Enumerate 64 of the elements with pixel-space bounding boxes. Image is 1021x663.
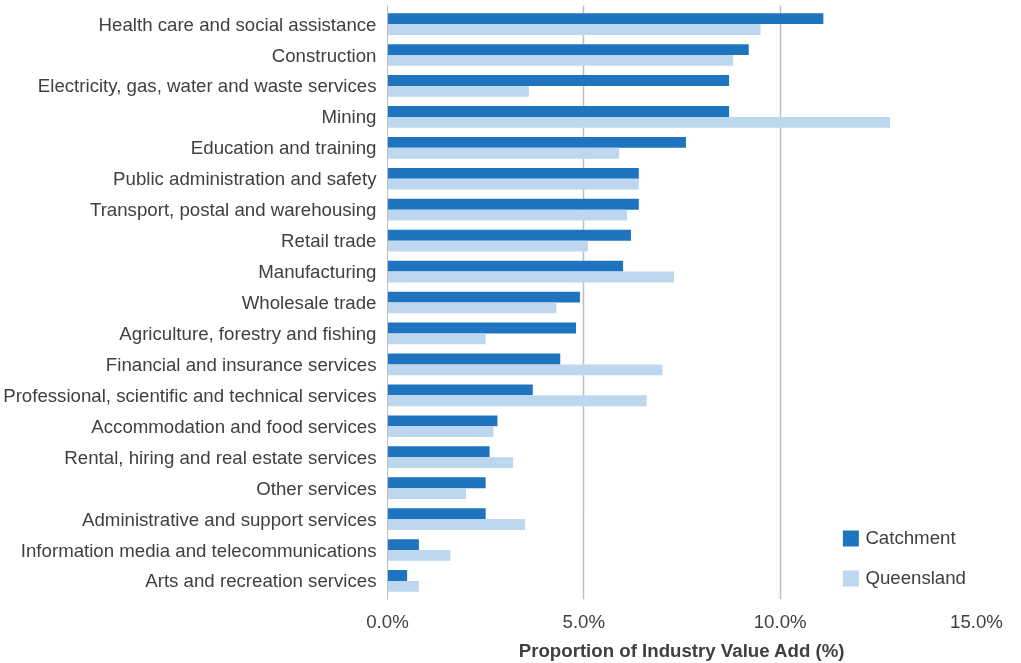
bar bbox=[387, 85, 529, 97]
bar bbox=[387, 24, 761, 35]
x-tick-label: 0.0% bbox=[366, 610, 409, 632]
y-tick-label: Manufacturing bbox=[258, 261, 377, 283]
y-tick-label: Financial and insurance services bbox=[105, 353, 377, 375]
y-tick-label: Public administration and safety bbox=[113, 168, 378, 190]
bar bbox=[387, 426, 494, 438]
bar bbox=[387, 384, 533, 396]
bar bbox=[387, 364, 663, 376]
y-tick-label: Agriculture, forestry and fishing bbox=[119, 322, 377, 344]
bar bbox=[387, 550, 451, 561]
bar bbox=[387, 209, 628, 221]
bar bbox=[387, 477, 486, 489]
bar bbox=[387, 488, 467, 499]
bar bbox=[387, 519, 525, 530]
y-tick-label: Accommodation and food services bbox=[91, 415, 377, 437]
x-tick-label: 5.0% bbox=[562, 610, 606, 632]
y-tick-label: Information media and telecommunications bbox=[20, 539, 377, 561]
bar bbox=[387, 136, 686, 148]
bar bbox=[387, 240, 588, 252]
y-tick-label: Retail trade bbox=[281, 230, 377, 252]
bar bbox=[387, 229, 631, 241]
bar bbox=[387, 106, 730, 117]
y-tick-label: Education and training bbox=[190, 137, 377, 159]
legend-label: Queensland bbox=[865, 567, 966, 589]
bar bbox=[387, 75, 730, 86]
bar bbox=[387, 55, 734, 66]
y-tick-label: Electricity, gas, water and waste services bbox=[37, 75, 377, 97]
bar bbox=[387, 457, 514, 469]
bar bbox=[387, 446, 490, 458]
x-tick-label: 10.0% bbox=[753, 610, 807, 632]
y-tick-label: Arts and recreation services bbox=[145, 570, 377, 592]
y-tick-label: Rental, hiring and real estate services bbox=[64, 446, 377, 468]
bar bbox=[387, 291, 580, 303]
bar bbox=[387, 147, 620, 159]
bar bbox=[387, 167, 639, 179]
bar bbox=[387, 322, 576, 334]
y-tick-label: Wholesale trade bbox=[241, 292, 377, 313]
bar bbox=[387, 116, 891, 128]
y-tick-label: Construction bbox=[271, 44, 377, 66]
legend-label: Catchment bbox=[865, 527, 956, 549]
y-tick-label: Health care and social assistance bbox=[98, 13, 377, 35]
bar bbox=[387, 415, 498, 427]
bar bbox=[387, 570, 408, 581]
bar bbox=[387, 395, 647, 407]
bar bbox=[387, 271, 675, 283]
y-tick-label: Professional, scientific and technical services bbox=[3, 384, 377, 406]
bar bbox=[387, 333, 486, 345]
bar bbox=[387, 13, 824, 25]
bar bbox=[387, 44, 749, 55]
bar bbox=[387, 353, 561, 365]
bar bbox=[387, 302, 557, 314]
bar bbox=[387, 178, 639, 190]
y-tick-label: Other services bbox=[256, 477, 377, 499]
bar bbox=[387, 260, 624, 272]
bar bbox=[387, 580, 419, 592]
y-tick-label: Mining bbox=[321, 106, 377, 128]
y-tick-label: Transport, postal and warehousing bbox=[89, 199, 377, 221]
y-tick-label: Administrative and support services bbox=[82, 508, 377, 530]
bar bbox=[387, 539, 419, 550]
x-tick-label: 15.0% bbox=[950, 610, 1003, 632]
bar bbox=[387, 198, 639, 210]
x-axis-title: Proportion of Industry Value Add (%) bbox=[518, 639, 845, 661]
bar bbox=[387, 508, 486, 520]
